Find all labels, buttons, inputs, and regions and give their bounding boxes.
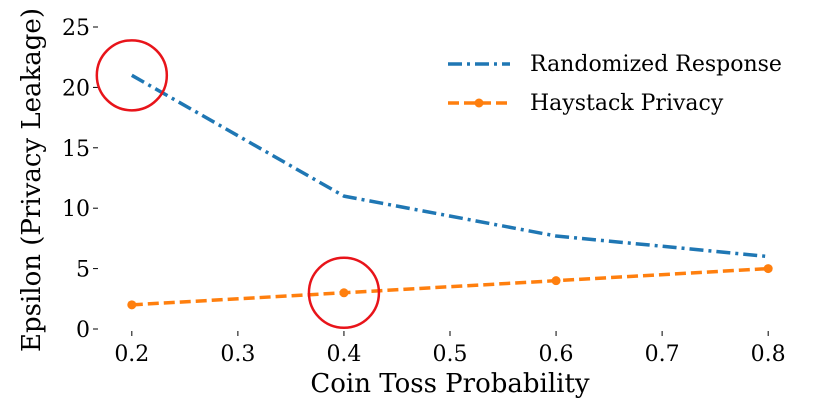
annotation-circle xyxy=(95,39,169,112)
series-line-1 xyxy=(131,266,769,307)
series-line-0 xyxy=(130,73,769,259)
series-layer xyxy=(127,73,773,310)
series-point-1 xyxy=(127,300,137,310)
y-tick-label: 15 xyxy=(62,137,90,162)
legend-marker-1 xyxy=(474,98,484,108)
y-tick-label: 10 xyxy=(62,197,90,222)
series-point-1 xyxy=(551,276,561,286)
y-tick-label: 20 xyxy=(62,76,90,101)
legend-label-1: Haystack Privacy xyxy=(530,91,724,116)
x-axis-ticks: 0.2 0.3 0.4 0.5 0.6 0.7 0.8 xyxy=(114,331,786,367)
x-tick-label: 0.6 xyxy=(539,342,574,367)
y-tick-label: 5 xyxy=(76,258,90,283)
legend-label-0: Randomized Response xyxy=(530,52,782,77)
series-point-1 xyxy=(339,288,349,298)
y-tick-label: 0 xyxy=(76,318,90,343)
x-tick-label: 0.4 xyxy=(326,342,361,367)
y-axis-label: Epsilon (Privacy Leakage) xyxy=(17,8,47,352)
annotation-layer xyxy=(95,39,381,330)
y-tick-label: 25 xyxy=(62,16,90,41)
x-tick-label: 0.7 xyxy=(645,342,680,367)
x-tick-label: 0.3 xyxy=(220,342,255,367)
x-axis-label: Coin Toss Probability xyxy=(310,369,590,399)
y-axis-ticks: 0 5 10 15 20 25 xyxy=(62,16,98,343)
x-tick-label: 0.5 xyxy=(433,342,468,367)
annotation-circle xyxy=(307,256,381,330)
x-tick-label: 0.8 xyxy=(751,342,786,367)
series-point-1 xyxy=(763,264,773,274)
x-tick-label: 0.2 xyxy=(114,342,149,367)
legend: Randomized Response Haystack Privacy xyxy=(448,52,782,116)
